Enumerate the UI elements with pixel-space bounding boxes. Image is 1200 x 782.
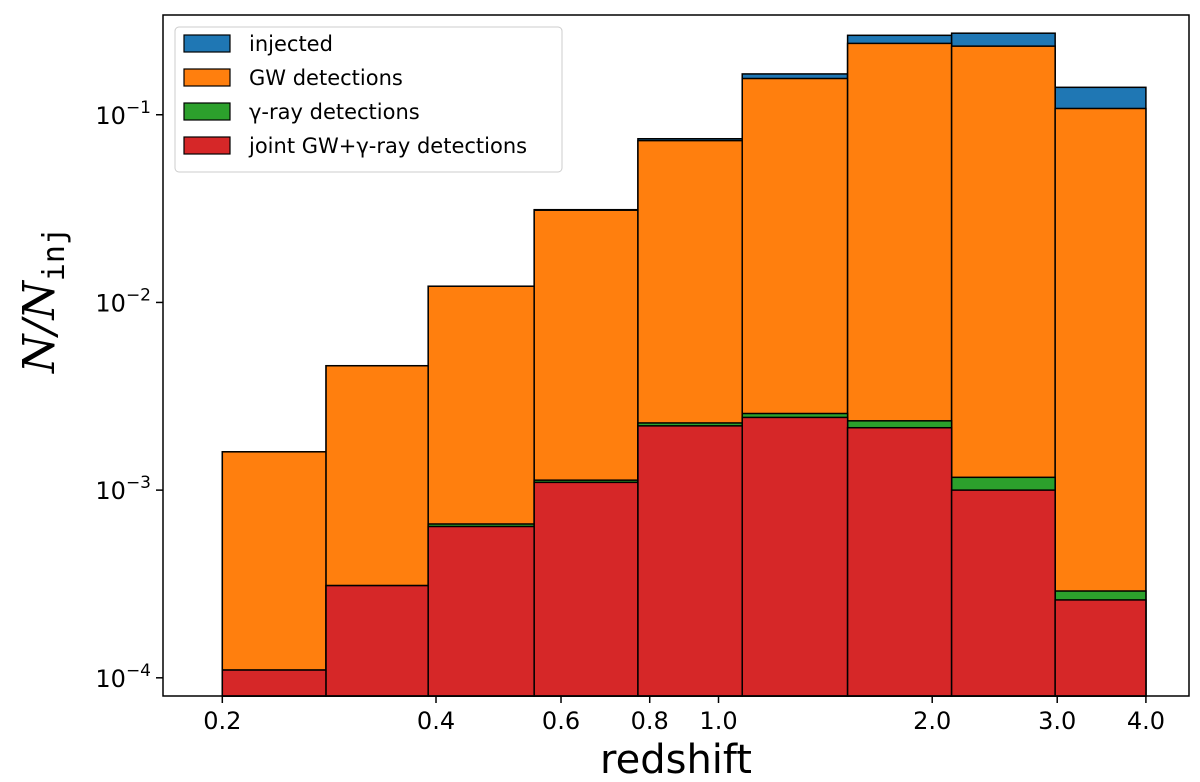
x-tick-label: 0.8 — [631, 707, 669, 735]
x-tick-label: 0.2 — [203, 707, 241, 735]
bar-joint-gw-gamma-ray-detections-2 — [427, 525, 535, 697]
legend-swatch-injected — [183, 34, 231, 53]
plot-frame — [162, 14, 1190, 697]
x-tick-label: 0.4 — [417, 707, 455, 735]
legend-label-joint-gw-gamma-ray-detections: joint GW+γ-ray detections — [248, 134, 527, 158]
bar-joint-gw-gamma-ray-detections-4 — [637, 425, 743, 697]
bar-gw-detections-0 — [221, 451, 327, 697]
y-axis-label-main: N/N — [14, 280, 65, 374]
legend: injected GW detections γ-ray detections joi… — [174, 26, 563, 173]
y-axis-label: N/Ninj — [14, 227, 72, 374]
x-axis: 0.2 0.4 0.6 0.8 1.0 2.0 3.0 4.0 — [203, 696, 1165, 735]
bar-joint-gw-gamma-ray-detections-3 — [533, 481, 639, 697]
bar-joint-gw-gamma-ray-detections-8 — [1054, 599, 1147, 697]
y-axis-label-subscript: inj — [37, 227, 72, 281]
legend-swatch-gw-detections — [183, 68, 231, 87]
y-tick-label: 10−4 — [95, 661, 151, 693]
y-tick-label: 10−1 — [95, 98, 151, 130]
legend-swatch-joint-gw-gamma-ray-detections — [183, 136, 231, 155]
x-tick-label: 3.0 — [1038, 707, 1076, 735]
x-tick-label: 0.6 — [542, 707, 580, 735]
y-axis: 10−4 10−3 10−2 10−1 — [95, 98, 163, 693]
x-axis-label: redshift — [600, 737, 752, 782]
bar-joint-gw-gamma-ray-detections-6 — [846, 426, 953, 697]
bar-joint-gw-gamma-ray-detections-1 — [325, 584, 429, 697]
series-joint-gw-gamma-ray-detections — [221, 416, 1147, 697]
bar-joint-gw-gamma-ray-detections-7 — [950, 489, 1056, 697]
legend-label-gw-detections: GW detections — [249, 66, 403, 90]
legend-label-gamma-ray-detections: γ-ray detections — [249, 100, 420, 124]
x-tick-label: 4.0 — [1127, 707, 1165, 735]
legend-label-injected: injected — [249, 32, 333, 56]
y-tick-label: 10−3 — [95, 473, 151, 505]
y-tick-label: 10−2 — [95, 285, 151, 317]
x-tick-label: 1.0 — [699, 707, 737, 735]
bar-joint-gw-gamma-ray-detections-5 — [741, 416, 849, 697]
bar-joint-gw-gamma-ray-detections-0 — [221, 669, 327, 697]
legend-swatch-gamma-ray-detections — [183, 102, 231, 121]
x-tick-label: 2.0 — [913, 707, 951, 735]
bars-layer — [221, 32, 1147, 697]
legend-frame — [174, 26, 563, 173]
